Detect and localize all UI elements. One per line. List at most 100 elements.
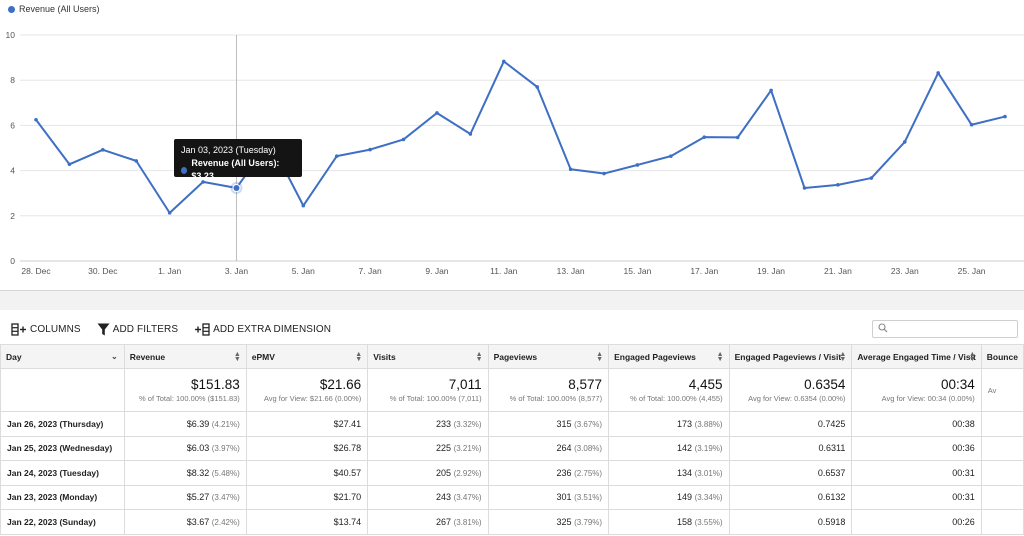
cell-value: 236: [556, 467, 572, 478]
table-cell: 205 (2.92%): [367, 460, 489, 486]
column-header-day[interactable]: Day ⌄: [0, 344, 125, 369]
column-header-engaged-pageviews[interactable]: Engaged Pageviews ▲ ▼: [608, 344, 730, 369]
y-tick-label: 4: [10, 166, 15, 176]
data-point: [669, 154, 673, 158]
totals-cell: $21.66 Avg for View: $21.66 (0.00%): [245, 368, 369, 412]
x-tick-label: 19. Jan: [757, 266, 785, 276]
data-point: [468, 132, 473, 136]
table-cell: $21.70: [245, 484, 369, 510]
cell-value: 243: [436, 492, 452, 503]
column-header-label: ePMV: [251, 351, 275, 362]
table-cell: $5.27 (3.47%): [123, 484, 247, 510]
total-subtext: % of Total: 100.00% (4,455): [630, 393, 723, 403]
report-table: Day ⌄ Revenue ▲ ▼ ePMV ▲ ▼ Visits ▲ ▼ Pageviews…: [0, 344, 1024, 535]
table-cell: 00:26: [851, 509, 982, 535]
cell-value: $5.27: [186, 492, 210, 503]
table-cell: $3.67 (2.42%): [123, 509, 247, 535]
cell-percent: (3.88%): [694, 419, 723, 429]
columns-button[interactable]: COLUMNS: [11, 322, 81, 336]
cell-value: Jan 26, 2023 (Thursday): [7, 418, 104, 429]
sort-icon[interactable]: ▲ ▼: [596, 351, 604, 363]
chart-legend[interactable]: Revenue (All Users): [8, 4, 100, 14]
cell-percent: (3.32%): [453, 419, 482, 429]
chart-tooltip: Jan 03, 2023 (Tuesday) Revenue (All User…: [174, 139, 302, 181]
table-cell: [980, 460, 1024, 486]
cell-value: 00:38: [952, 418, 975, 429]
column-header-revenue[interactable]: Revenue ▲ ▼: [123, 344, 247, 369]
search-input[interactable]: [891, 324, 1011, 334]
data-point: [769, 88, 773, 93]
columns-icon: [11, 322, 27, 336]
data-point: [101, 148, 105, 152]
table-cell: $6.03 (3.97%): [123, 435, 247, 461]
cell-value: 0.6132: [817, 492, 846, 503]
total-subtext: Avg for View: $21.66 (0.00%): [263, 393, 362, 403]
column-header-average-engaged-time[interactable]: Average Engaged Time / Visit ▲ ▼: [851, 344, 982, 369]
data-point: [67, 162, 72, 167]
data-point: [501, 59, 506, 64]
table-cell: Jan 26, 2023 (Thursday): [0, 411, 125, 437]
column-header-epmv[interactable]: ePMV ▲ ▼: [245, 344, 369, 369]
table-row[interactable]: Jan 25, 2023 (Wednesday) $6.03 (3.97%) $26…: [0, 435, 1024, 461]
sort-icon[interactable]: ▲ ▼: [355, 351, 363, 363]
section-divider: [0, 290, 1024, 310]
y-tick-label: 10: [6, 30, 16, 40]
table-row[interactable]: Jan 22, 2023 (Sunday) $3.67 (2.42%) $13.74…: [0, 509, 1024, 535]
cell-value: 315: [556, 418, 572, 429]
add-extra-dimension-button[interactable]: ADD EXTRA DIMENSION: [194, 322, 331, 336]
sort-icon[interactable]: ▲ ▼: [968, 351, 976, 363]
cell-value: $13.74: [333, 516, 362, 527]
cell-value: $6.03: [186, 443, 210, 454]
table-cell: 0.6537: [728, 460, 853, 486]
add-filters-button[interactable]: ADD FILTERS: [97, 323, 178, 336]
cell-value: Jan 23, 2023 (Monday): [7, 492, 98, 503]
table-row[interactable]: Jan 26, 2023 (Thursday) $6.39 (4.21%) $27.…: [0, 411, 1024, 437]
y-tick-label: 2: [10, 211, 15, 221]
cell-percent: (3.21%): [453, 444, 482, 454]
total-value: $21.66: [319, 376, 362, 392]
total-value: 8,577: [568, 376, 603, 392]
x-tick-label: 30. Dec: [88, 266, 118, 276]
column-header-bounce[interactable]: Bounce: [980, 344, 1024, 369]
cell-percent: (3.81%): [453, 517, 482, 527]
table-cell: Jan 25, 2023 (Wednesday): [0, 435, 125, 461]
sort-icon[interactable]: ▲ ▼: [233, 351, 241, 363]
table-cell: 243 (3.47%): [367, 484, 489, 510]
series-line: [35, 60, 1006, 214]
table-cell: [980, 509, 1024, 535]
cell-value: Jan 22, 2023 (Sunday): [7, 516, 96, 527]
table-search[interactable]: [872, 320, 1018, 338]
total-subtext: % of Total: 100.00% ($151.83): [139, 393, 240, 403]
sort-icon[interactable]: ▲ ▼: [475, 351, 483, 363]
table-cell: 00:38: [851, 411, 982, 437]
table-row[interactable]: Jan 24, 2023 (Tuesday) $8.32 (5.48%) $40.5…: [0, 460, 1024, 486]
tooltip-series-marker: [181, 166, 188, 174]
table-cell: 0.5918: [728, 509, 853, 535]
column-header-pageviews[interactable]: Pageviews ▲ ▼: [487, 344, 610, 369]
cell-percent: (3.47%): [211, 493, 240, 503]
column-header-label: Engaged Pageviews / Visit: [734, 351, 842, 362]
cell-percent: (3.79%): [574, 517, 603, 527]
cell-value: 0.7425: [817, 418, 846, 429]
table-row[interactable]: Jan 23, 2023 (Monday) $5.27 (3.47%) $21.70…: [0, 484, 1024, 510]
table-cell: 0.6132: [728, 484, 853, 510]
report-toolbar: COLUMNS ADD FILTERS ADD EXTRA DIMENSION: [0, 316, 1024, 342]
column-header-label: Revenue: [129, 351, 166, 362]
sort-icon[interactable]: ▲ ▼: [839, 351, 847, 363]
sort-icon[interactable]: ▲ ▼: [716, 351, 724, 363]
data-point: [435, 111, 439, 115]
data-point: [735, 135, 740, 140]
cell-percent: (3.19%): [694, 444, 723, 454]
column-header-visits[interactable]: Visits ▲ ▼: [367, 344, 489, 369]
table-cell: 134 (3.01%): [608, 460, 730, 486]
data-point: [836, 183, 840, 187]
search-icon: [878, 320, 888, 338]
x-tick-label: 15. Jan: [624, 266, 652, 276]
x-tick-label: 11. Jan: [490, 266, 518, 276]
totals-cell: Av: [980, 368, 1024, 412]
column-header-engaged-pageviews-per-visit[interactable]: Engaged Pageviews / Visit ▲ ▼: [728, 344, 853, 369]
table-cell: $6.39 (4.21%): [123, 411, 247, 437]
chevron-down-icon[interactable]: ⌄: [111, 352, 118, 361]
table-cell: 158 (3.55%): [608, 509, 730, 535]
x-tick-label: 5. Jan: [292, 266, 315, 276]
